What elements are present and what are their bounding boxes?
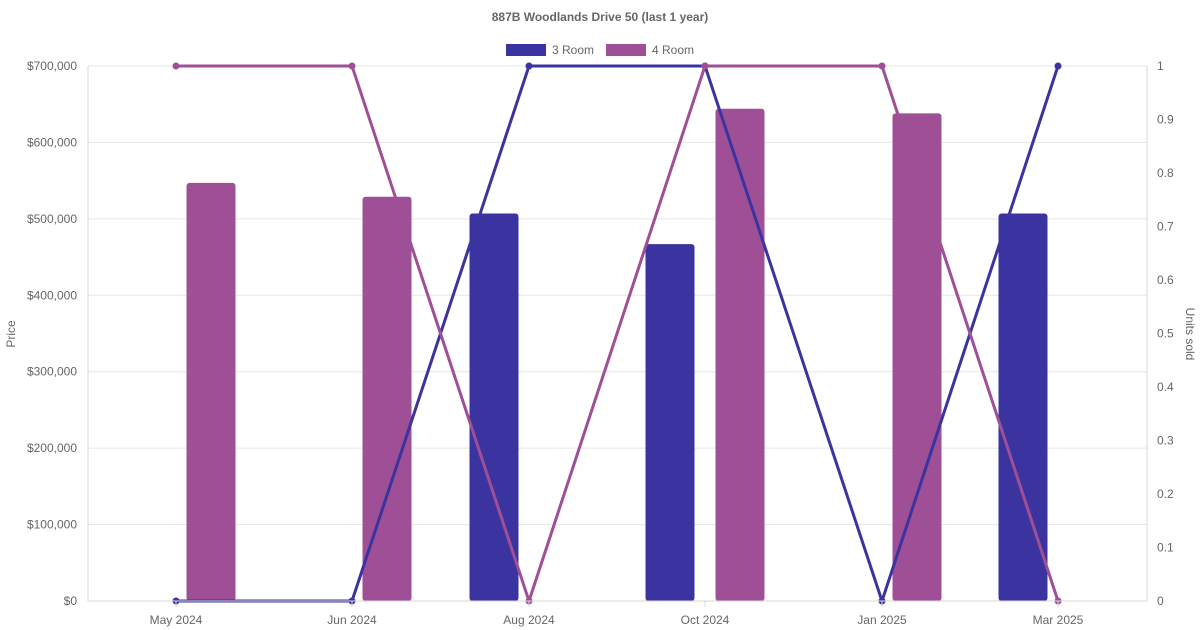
legend-item-3-room[interactable]: 3 Room: [506, 43, 594, 57]
y-right-tick-label: 1: [1157, 59, 1164, 73]
x-tick-label: Mar 2025: [1033, 613, 1084, 627]
point-4-room-units[interactable]: [172, 62, 180, 70]
y-left-tick-label: $0: [64, 594, 78, 608]
line-4-room-units[interactable]: [176, 64, 1060, 603]
point-3-room-units[interactable]: [1054, 62, 1062, 70]
y-left-tick-label: $400,000: [27, 288, 77, 302]
y-axis-left-title: Price: [4, 320, 18, 348]
y-right-tick-label: 0.5: [1157, 327, 1174, 341]
y-axis-right-title: Units sold: [1183, 308, 1197, 361]
legend-label-4-room: 4 Room: [652, 43, 694, 57]
y-left-tick-label: $600,000: [27, 135, 77, 149]
y-left-tick-label: $300,000: [27, 365, 77, 379]
x-tick-label: Aug 2024: [503, 613, 555, 627]
bars-layer: [186, 108, 1048, 602]
point-3-room-units[interactable]: [525, 62, 533, 70]
legend-item-4-room[interactable]: 4 Room: [606, 43, 694, 57]
y-right-tick-label: 0.4: [1157, 380, 1174, 394]
chart-title: 887B Woodlands Drive 50 (last 1 year): [492, 10, 709, 24]
legend-swatch-4-room: [606, 44, 646, 56]
y-right-tick-label: 0.1: [1157, 541, 1174, 555]
point-4-room-units[interactable]: [878, 62, 886, 70]
x-tick-label: May 2024: [150, 613, 203, 627]
y-right-tick-label: 0.2: [1157, 487, 1174, 501]
y-right-tick-label: 0.3: [1157, 434, 1174, 448]
bar-4-room[interactable]: [715, 108, 765, 602]
legend-label-3-room: 3 Room: [552, 43, 594, 57]
y-left-tick-label: $500,000: [27, 212, 77, 226]
y-right-tick-label: 0: [1157, 594, 1164, 608]
legend[interactable]: 3 Room 4 Room: [506, 43, 694, 57]
bar-4-room[interactable]: [362, 196, 412, 601]
y-left-tick-label: $200,000: [27, 441, 77, 455]
point-4-room-units[interactable]: [701, 62, 709, 70]
bar-3-room[interactable]: [645, 244, 695, 602]
x-tick-label: Oct 2024: [681, 613, 730, 627]
y-right-tick-label: 0.8: [1157, 166, 1174, 180]
y-left-tick-label: $100,000: [27, 518, 77, 532]
x-tick-label: Jan 2025: [857, 613, 907, 627]
grid-layer: [88, 65, 1147, 602]
point-4-room-units[interactable]: [348, 62, 356, 70]
bar-3-room[interactable]: [998, 213, 1048, 601]
bar-4-room[interactable]: [892, 113, 942, 601]
x-tick-label: Jun 2024: [327, 613, 377, 627]
bar-4-room[interactable]: [186, 182, 236, 601]
y-right-tick-label: 0.6: [1157, 273, 1174, 287]
bar-3-room[interactable]: [469, 213, 519, 601]
axes-layer: $0 $100,000 $200,000 $300,000 $400,000 $500,0…: [27, 59, 1174, 627]
y-right-tick-label: 0.9: [1157, 113, 1174, 127]
legend-swatch-3-room: [506, 44, 546, 56]
y-right-tick-label: 0.7: [1157, 220, 1174, 234]
y-left-tick-label: $700,000: [27, 59, 77, 73]
